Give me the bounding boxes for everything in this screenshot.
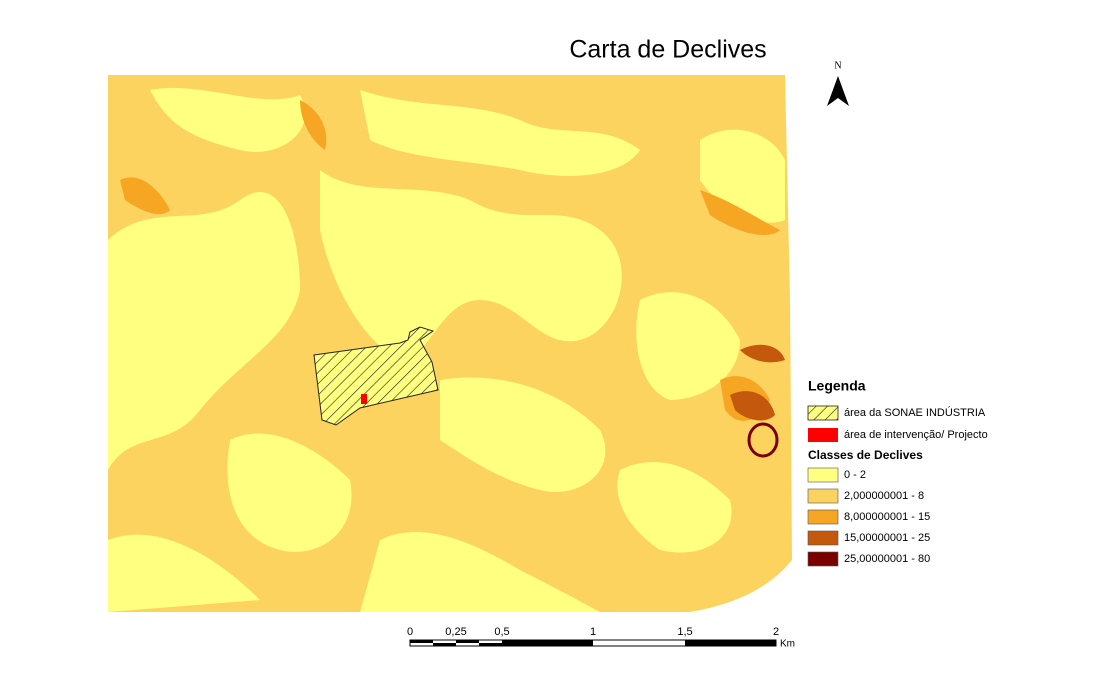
legend-subtitle: Classes de Declives (808, 448, 923, 462)
scale-segment (685, 640, 776, 646)
very-steep-slopes (747, 422, 779, 458)
legend-swatch (807, 488, 839, 504)
scale-label: 1 (590, 626, 596, 638)
north-label: N (834, 60, 841, 71)
map (108, 75, 792, 612)
scale-bar: 0 0,25 0,5 1 1,5 2 Km (407, 626, 795, 650)
steep-slopes (730, 344, 785, 421)
map-title: Carta de Declives (569, 36, 766, 64)
legend-swatch (807, 530, 839, 546)
scale-segment (502, 640, 593, 646)
scale-segment (456, 640, 479, 643)
scale-label: 0 (407, 626, 413, 638)
legend-label: 2,000000001 - 8 (844, 490, 924, 502)
legend-label: 0 - 2 (844, 469, 866, 481)
scale-unit: Km (780, 639, 795, 650)
legend-label: 15,00000001 - 25 (844, 532, 930, 544)
scale-label: 0,5 (494, 626, 509, 638)
scale-segment (433, 643, 456, 646)
legend-swatch (807, 509, 839, 525)
legend-label: 25,00000001 - 80 (844, 553, 930, 565)
legend-label: 8,000000001 - 15 (844, 511, 930, 523)
legend: Legenda área da SONAE INDÚSTRIA área de … (807, 378, 988, 567)
project-area (361, 394, 367, 404)
legend-swatch (808, 428, 838, 442)
legend-title: Legenda (808, 378, 866, 394)
north-arrow: N (827, 60, 849, 106)
legend-swatch (807, 467, 839, 483)
legend-swatch (807, 405, 839, 421)
scale-label: 2 (773, 626, 779, 638)
scale-label: 1,5 (677, 626, 692, 638)
legend-label: área de intervenção/ Projecto (844, 429, 988, 441)
scale-segment (410, 640, 433, 643)
scale-segment (479, 643, 502, 646)
scale-label: 0,25 (445, 626, 466, 638)
sonae-area (313, 326, 439, 426)
legend-label: área da SONAE INDÚSTRIA (844, 406, 986, 419)
north-arrow-icon (827, 76, 849, 106)
legend-swatch (807, 551, 839, 567)
